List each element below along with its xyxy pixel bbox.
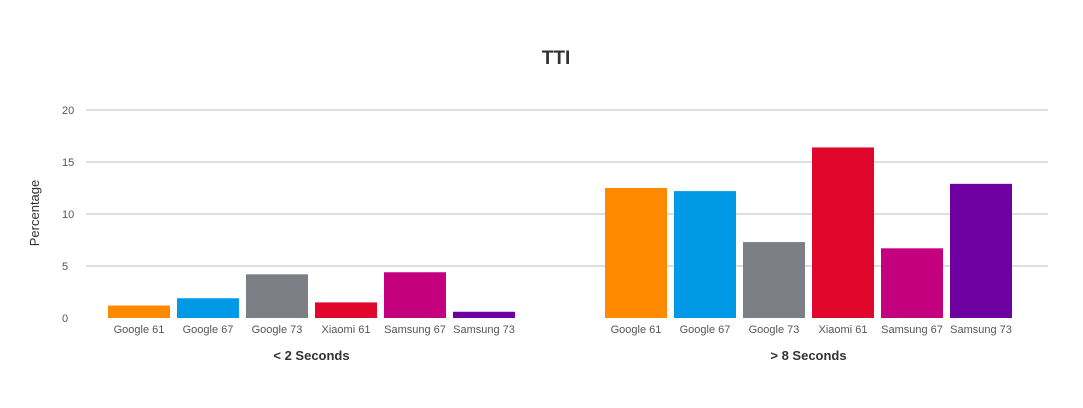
x-tick-label: Google 61 xyxy=(611,324,662,336)
group-label: > 8 Seconds xyxy=(770,348,846,363)
bar xyxy=(950,183,1012,318)
bar xyxy=(674,191,736,318)
x-tick-labels: Google 61 Google 67 Google 73 Xiaomi 61 Sams… xyxy=(114,324,1012,336)
bar xyxy=(812,147,874,318)
x-tick-label: Samsung 67 xyxy=(881,324,943,336)
bar xyxy=(881,248,943,318)
x-tick-label: Xiaomi 61 xyxy=(819,324,868,336)
x-tick-label: Xiaomi 61 xyxy=(322,324,371,336)
x-tick-label: Google 61 xyxy=(114,324,165,336)
y-tick-label: 20 xyxy=(62,105,74,117)
group-label: < 2 Seconds xyxy=(273,348,349,363)
group-labels: < 2 Seconds > 8 Seconds xyxy=(273,348,846,363)
x-tick-label: Samsung 67 xyxy=(384,324,446,336)
x-tick-label: Samsung 73 xyxy=(950,324,1012,336)
y-tick-label: 0 xyxy=(62,313,68,325)
x-tick-label: Google 67 xyxy=(680,324,731,336)
chart-title: TTI xyxy=(542,48,571,69)
bar xyxy=(177,298,239,318)
x-tick-label: Google 73 xyxy=(749,324,800,336)
y-tick-label: 10 xyxy=(62,209,74,221)
bar xyxy=(605,188,667,318)
y-tick-label: 5 xyxy=(62,261,68,273)
bar xyxy=(315,302,377,318)
x-tick-label: Google 73 xyxy=(252,324,303,336)
bar xyxy=(453,311,515,318)
bar xyxy=(384,272,446,318)
x-tick-label: Samsung 73 xyxy=(453,324,515,336)
gridlines xyxy=(86,109,1048,267)
bar xyxy=(743,242,805,318)
y-tick-labels: 0 5 10 15 20 xyxy=(62,105,74,325)
x-tick-label: Google 67 xyxy=(183,324,234,336)
bar xyxy=(246,274,308,318)
y-axis-label: Percentage xyxy=(27,180,42,247)
y-tick-label: 15 xyxy=(62,157,74,169)
bar xyxy=(108,305,170,318)
bars xyxy=(108,147,1012,318)
